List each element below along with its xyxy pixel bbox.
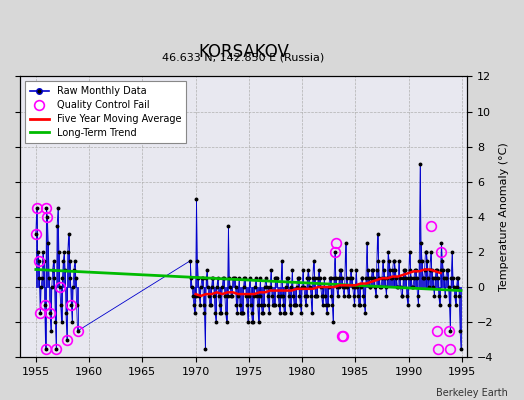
Text: 46.633 N, 142.850 E (Russia): 46.633 N, 142.850 E (Russia) [162,52,325,62]
Text: Berkeley Earth: Berkeley Earth [436,388,508,398]
Y-axis label: Temperature Anomaly (°C): Temperature Anomaly (°C) [499,142,509,291]
Legend: Raw Monthly Data, Quality Control Fail, Five Year Moving Average, Long-Term Tren: Raw Monthly Data, Quality Control Fail, … [25,81,186,143]
Title: KORSAKOV: KORSAKOV [198,43,289,61]
